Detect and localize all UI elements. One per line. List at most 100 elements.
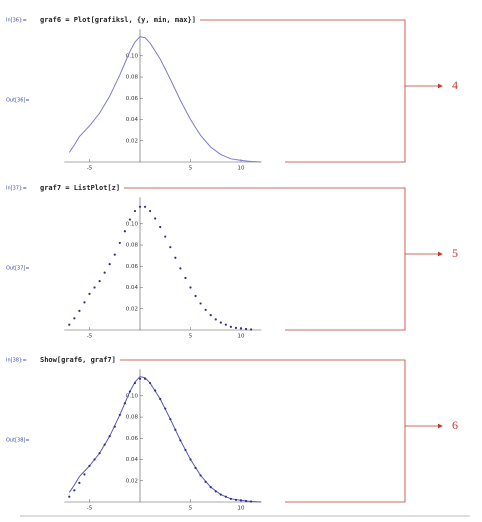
x-tick-label: 5 [189,166,193,172]
data-point [88,292,91,295]
curve [68,36,262,163]
x-tick-label: 10 [238,166,245,172]
x-tick-label: 10 [238,334,245,340]
data-point [204,308,207,311]
data-point [219,321,222,324]
input-code: graf6 = Plot[grafiksl, {y, min, max}] [40,16,196,24]
annotation-number: 6 [452,418,458,432]
data-point [179,267,182,270]
data-point [143,377,147,380]
data-point [154,389,157,392]
data-point [123,230,126,233]
x-tick-label: 5 [189,506,193,512]
data-point [73,489,76,492]
input-label: In[37]:= [6,186,27,192]
data-point [123,402,126,405]
data-point [204,480,207,483]
data-point [179,439,182,442]
data-point [68,495,71,498]
y-tick-label: 0.06 [126,96,139,102]
data-point [244,499,248,503]
y-tick-label: 0.08 [126,415,139,421]
x-tick-label: 10 [238,506,245,512]
bracket [124,187,406,331]
data-point [138,377,142,380]
y-tick-label: 0.10 [126,393,139,399]
data-point [78,309,81,312]
data-point [229,325,232,328]
y-tick-label: 0.08 [126,75,139,81]
data-point [234,498,238,501]
x-tick-label: 5 [189,334,193,340]
annotation-number: 5 [452,246,458,260]
data-point [189,286,192,289]
input-label: In[38]:= [6,358,27,364]
annotation-number: 4 [452,78,458,92]
data-point [103,443,106,446]
data-point [113,253,116,256]
data-point [209,314,212,317]
y-tick-label: 0.04 [126,117,139,123]
data-point [250,328,253,331]
data-point [194,466,197,470]
data-point [169,418,172,421]
data-point [169,246,172,249]
y-tick-label: 0.08 [126,243,139,249]
data-point [219,493,222,496]
data-point [83,473,86,476]
data-point [133,381,137,385]
data-point [214,318,217,321]
data-point [118,241,121,245]
data-point [154,217,157,220]
input-code: Show[graf6, graf7] [40,356,116,364]
data-point [250,500,253,503]
data-point [224,323,227,326]
data-point [164,235,167,238]
output-label: Out[37]= [6,266,30,272]
notebook-cell: In[36]:= graf6 = Plot[grafiksl, {y, min, … [6,16,458,172]
y-tick-label: 0.02 [126,138,138,144]
data-point [118,413,121,417]
data-point [229,497,232,500]
data-point [108,263,111,266]
data-point [244,327,248,331]
x-tick-label: -5 [87,166,93,172]
notebook-cell: In[38]:= Show[graf6, graf7] Out[38]= -5 5 10 0… [6,356,458,512]
data-point [174,428,177,431]
data-point [93,458,96,461]
output-label: Out[36]= [6,98,30,104]
data-point [149,209,152,213]
data-point [164,407,167,410]
x-tick-label: -5 [87,506,93,512]
data-point [108,435,111,438]
data-point [68,323,71,326]
data-point [143,205,147,208]
data-point [209,486,212,489]
data-point [78,481,81,484]
data-point [73,317,76,320]
y-tick-label: 0.04 [126,285,139,291]
data-point [149,381,152,385]
data-point [98,452,101,455]
data-point [194,294,197,298]
data-point [138,205,142,208]
data-point [199,302,202,305]
data-point [234,326,238,329]
data-point [184,276,187,280]
y-tick-label: 0.06 [126,436,139,442]
data-point [184,448,187,452]
data-point [133,209,137,213]
y-tick-label: 0.02 [126,306,138,312]
data-point [189,458,192,461]
data-point [159,397,162,401]
data-point [174,256,177,259]
y-tick-label: 0.02 [126,478,138,484]
y-tick-label: 0.06 [126,264,139,270]
bracket [199,19,406,163]
data-point [239,327,243,330]
data-point [128,218,131,221]
data-point [113,425,116,428]
output-label: Out[38]= [6,438,30,444]
